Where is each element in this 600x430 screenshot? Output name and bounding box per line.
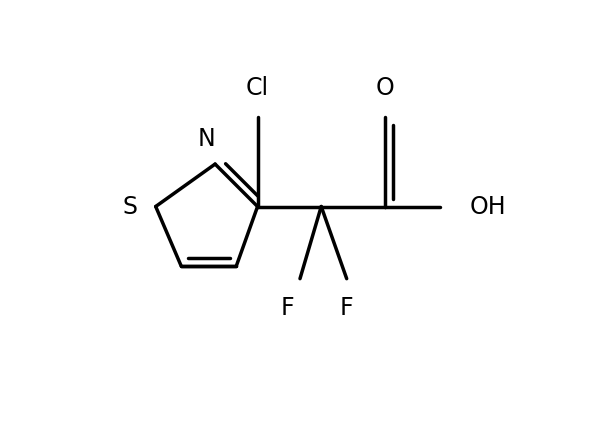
Text: S: S — [123, 194, 138, 218]
Text: F: F — [340, 296, 353, 320]
Text: O: O — [376, 76, 394, 100]
Text: Cl: Cl — [246, 76, 269, 100]
Text: F: F — [280, 296, 294, 320]
Text: OH: OH — [470, 194, 506, 218]
Text: N: N — [198, 126, 215, 150]
